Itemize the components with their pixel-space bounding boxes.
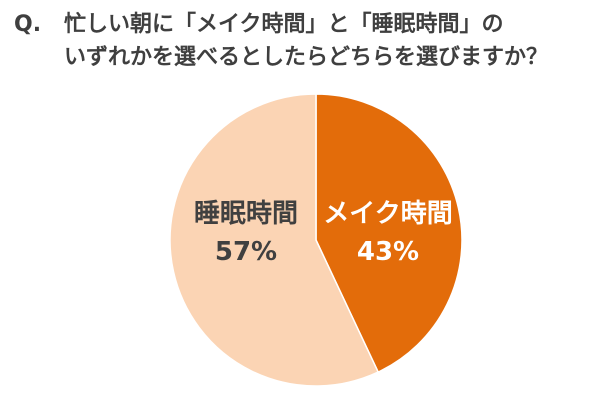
slice-label-2: 睡眠時間 bbox=[194, 199, 298, 229]
slice-value-2: 57% bbox=[215, 237, 277, 267]
slice-label-1: メイク時間 bbox=[323, 199, 452, 229]
question-text: Q. 忙しい朝に「メイク時間」と「睡眠時間」の いずれかを選べるとしたらどちらを選… bbox=[14, 8, 594, 74]
pie-slice-1 bbox=[315, 93, 463, 374]
question-line-2: いずれかを選べるとしたらどちらを選びますか？ bbox=[64, 45, 549, 70]
slice-value-1: 43% bbox=[357, 237, 419, 267]
question-line-1-text: 忙しい朝に「メイク時間」と「睡眠時間」の bbox=[64, 12, 504, 37]
pie-slice-2 bbox=[169, 93, 380, 387]
question-prefix: Q. bbox=[14, 12, 42, 37]
question-line-1: Q. 忙しい朝に「メイク時間」と「睡眠時間」の bbox=[14, 8, 594, 41]
